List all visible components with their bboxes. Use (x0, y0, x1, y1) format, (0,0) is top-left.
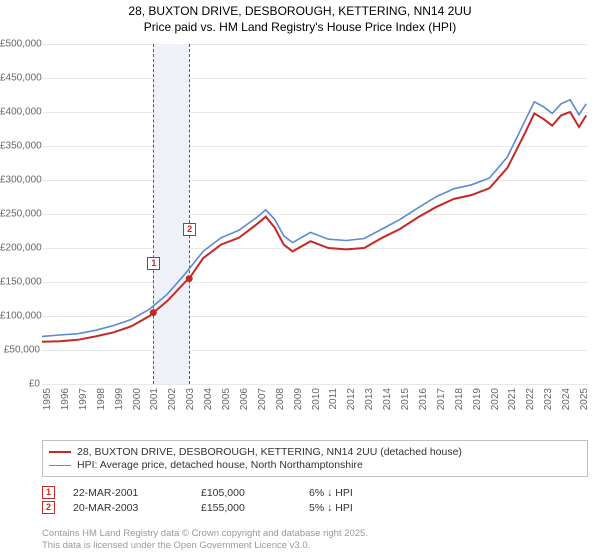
y-tick-label: £0 (0, 379, 40, 390)
legend-row-series-1: 28, BUXTON DRIVE, DESBOROUGH, KETTERING,… (49, 446, 581, 458)
x-tick-label: 2006 (239, 388, 257, 410)
y-tick-label: £500,000 (0, 39, 40, 50)
x-tick-label: 1999 (114, 388, 132, 410)
chart-area: 12 £0£50,000£100,000£150,000£200,000£250… (42, 44, 588, 404)
y-tick-label: £250,000 (0, 209, 40, 220)
transaction-diff-1: 6% ↓ HPI (309, 487, 409, 499)
x-tick-label: 1996 (60, 388, 78, 410)
x-tick-label: 2007 (257, 388, 275, 410)
x-tick-label: 1995 (42, 388, 60, 410)
attribution-line-1: Contains HM Land Registry data © Crown c… (42, 528, 588, 540)
x-tick-label: 2025 (579, 388, 597, 410)
chart-lines-svg (42, 44, 588, 384)
y-tick-label: £100,000 (0, 311, 40, 322)
transaction-marker-box: 1 (147, 257, 160, 270)
legend: 28, BUXTON DRIVE, DESBOROUGH, KETTERING,… (42, 440, 588, 477)
legend-swatch-1 (49, 451, 71, 453)
title-line-2: Price paid vs. HM Land Registry's House … (0, 20, 600, 36)
transaction-marker-box: 2 (183, 223, 196, 236)
x-tick-label: 2012 (346, 388, 364, 410)
x-tick-label: 2015 (400, 388, 418, 410)
x-tick-label: 1997 (78, 388, 96, 410)
y-tick-label: £450,000 (0, 73, 40, 84)
transaction-diff-2: 5% ↓ HPI (309, 502, 409, 514)
x-tick-label: 2023 (543, 388, 561, 410)
series-line (42, 112, 586, 342)
x-tick-label: 2008 (275, 388, 293, 410)
attribution: Contains HM Land Registry data © Crown c… (42, 528, 588, 552)
legend-swatch-2 (49, 465, 71, 466)
y-tick-label: £200,000 (0, 243, 40, 254)
x-tick-label: 2005 (221, 388, 239, 410)
transaction-row-2: 2 20-MAR-2003 £155,000 5% ↓ HPI (42, 501, 588, 514)
transaction-date-1: 22-MAR-2001 (73, 487, 183, 499)
legend-label-1: 28, BUXTON DRIVE, DESBOROUGH, KETTERING,… (77, 446, 462, 458)
legend-label-2: HPI: Average price, detached house, Nort… (77, 459, 363, 471)
y-tick-label: £400,000 (0, 107, 40, 118)
legend-row-series-2: HPI: Average price, detached house, Nort… (49, 459, 581, 471)
attribution-line-2: This data is licensed under the Open Gov… (42, 540, 588, 552)
series-line (42, 100, 586, 337)
x-tick-label: 2002 (167, 388, 185, 410)
x-tick-label: 2004 (203, 388, 221, 410)
x-tick-label: 2011 (328, 388, 346, 410)
y-gridline (42, 384, 588, 385)
transaction-dot (186, 275, 193, 282)
x-tick-label: 2001 (149, 388, 167, 410)
transaction-date-2: 20-MAR-2003 (73, 502, 183, 514)
x-tick-label: 2016 (418, 388, 436, 410)
transaction-row-1: 1 22-MAR-2001 £105,000 6% ↓ HPI (42, 486, 588, 499)
transaction-price-1: £105,000 (201, 487, 291, 499)
x-tick-label: 1998 (96, 388, 114, 410)
x-tick-label: 2017 (436, 388, 454, 410)
x-tick-label: 2024 (561, 388, 579, 410)
x-tick-label: 2009 (293, 388, 311, 410)
x-tick-label: 2010 (311, 388, 329, 410)
y-tick-label: £350,000 (0, 141, 40, 152)
x-tick-label: 2018 (454, 388, 472, 410)
title-line-1: 28, BUXTON DRIVE, DESBOROUGH, KETTERING,… (0, 4, 600, 20)
transaction-marker-1: 1 (42, 486, 55, 499)
x-tick-label: 2022 (525, 388, 543, 410)
transaction-dot (150, 309, 157, 316)
x-tick-label: 2013 (364, 388, 382, 410)
x-tick-label: 2003 (185, 388, 203, 410)
x-tick-label: 2000 (132, 388, 150, 410)
x-tick-label: 2014 (382, 388, 400, 410)
transaction-price-2: £155,000 (201, 502, 291, 514)
y-tick-label: £150,000 (0, 277, 40, 288)
transaction-table: 1 22-MAR-2001 £105,000 6% ↓ HPI 2 20-MAR… (42, 484, 588, 516)
transaction-marker-2: 2 (42, 501, 55, 514)
y-tick-label: £50,000 (0, 345, 40, 356)
x-tick-label: 2021 (507, 388, 525, 410)
chart-title-block: 28, BUXTON DRIVE, DESBOROUGH, KETTERING,… (0, 0, 600, 35)
x-tick-label: 2020 (490, 388, 508, 410)
y-tick-label: £300,000 (0, 175, 40, 186)
x-tick-label: 2019 (472, 388, 490, 410)
